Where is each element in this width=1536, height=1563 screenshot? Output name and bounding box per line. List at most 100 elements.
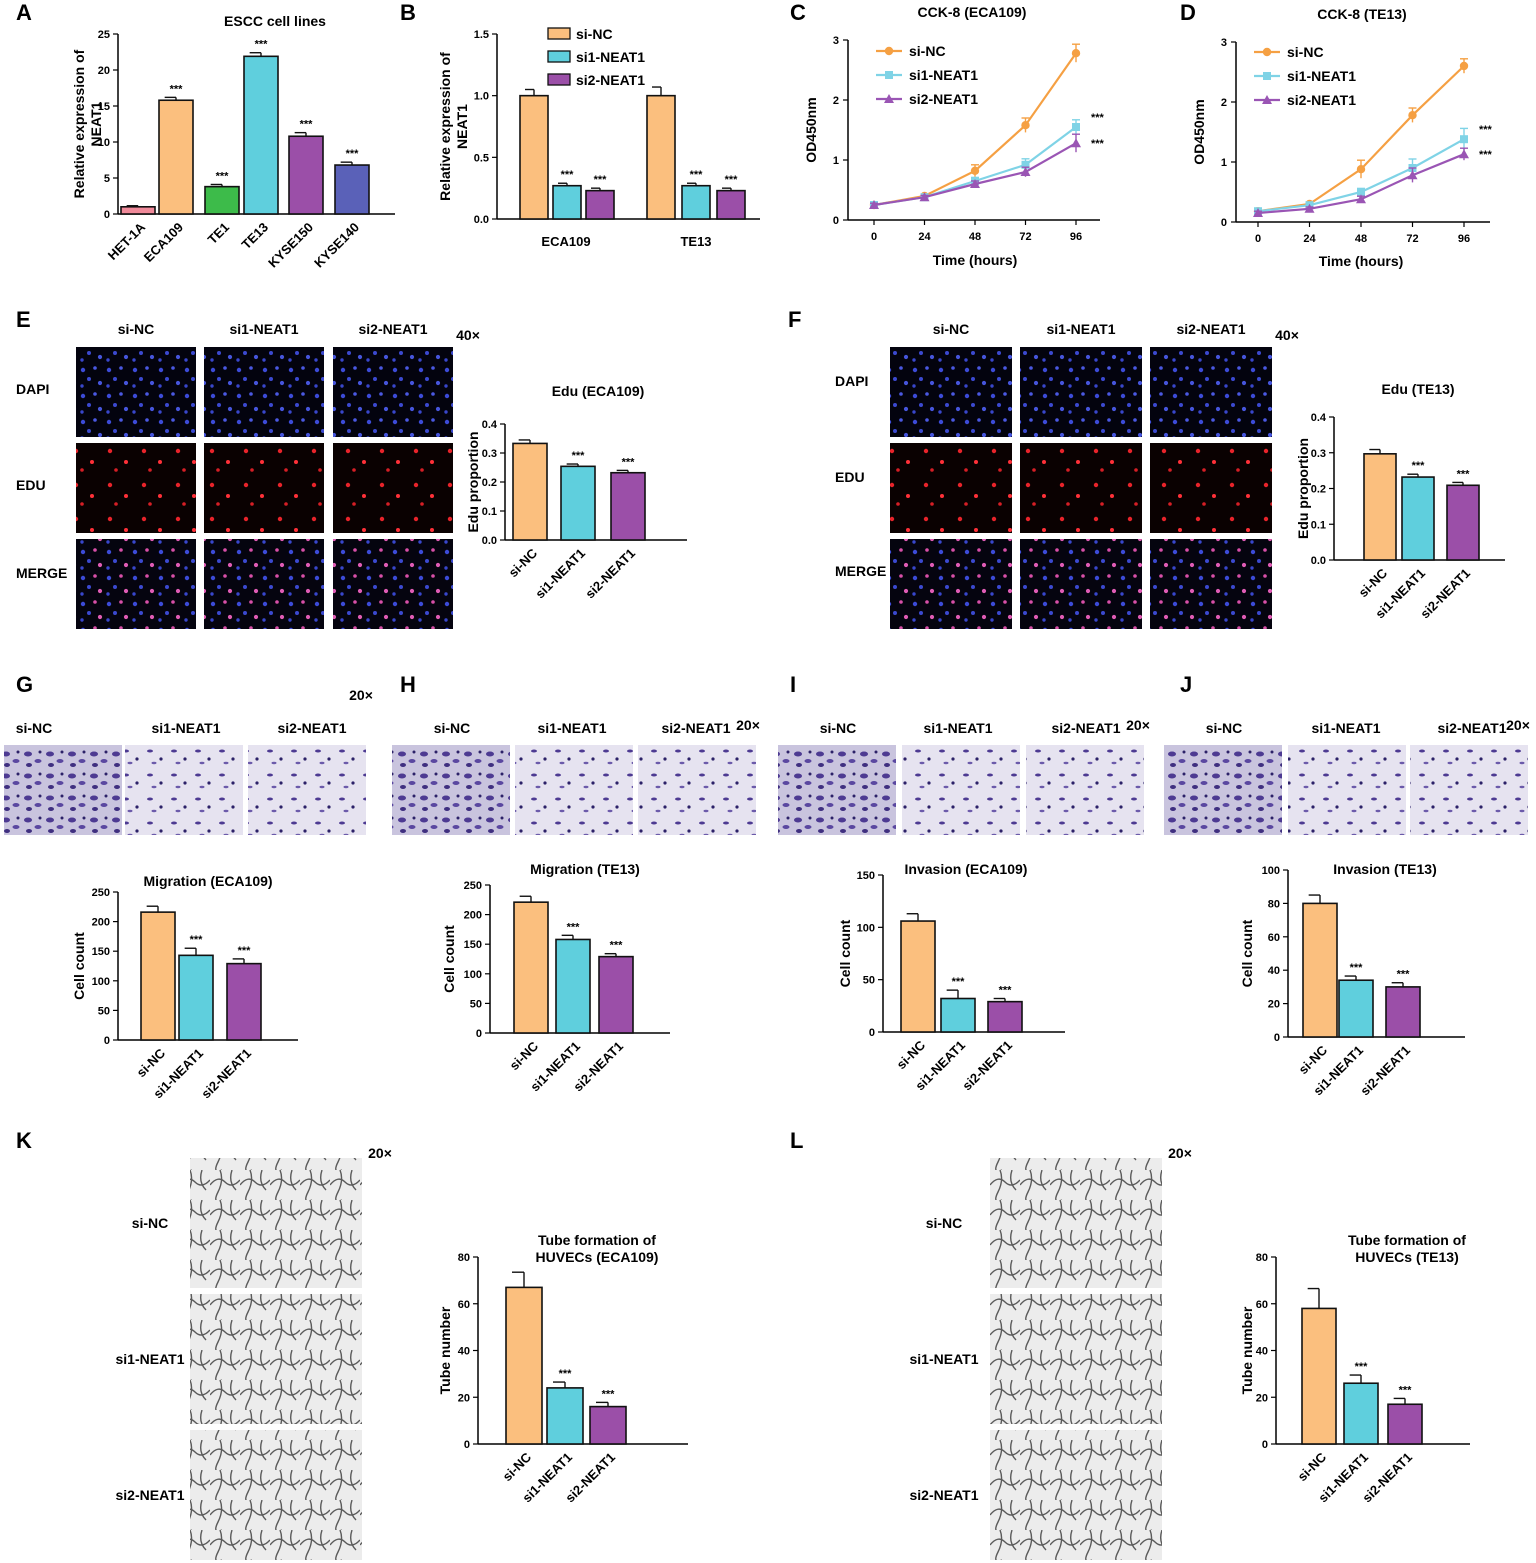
y-tick-label-L: 0 — [1262, 1439, 1268, 1451]
y-tick-label-G: 50 — [98, 1005, 110, 1017]
sig-label-G: *** — [238, 945, 252, 957]
y-tick-label-G: 0 — [104, 1035, 110, 1047]
y-tick-label-I: 50 — [863, 975, 875, 987]
sig-label-F: *** — [1412, 460, 1426, 472]
y-tick-label-D: 0 — [1221, 217, 1227, 229]
x-axis-label-D: Time (hours) — [1319, 253, 1404, 269]
micrograph-L-si2-NEAT1 — [990, 1430, 1162, 1560]
bar-B-TE13-si1-NEAT1 — [681, 184, 711, 220]
y-tick-label-F: 0.4 — [1311, 412, 1327, 424]
x-category-label-A: TE1 — [205, 220, 232, 247]
y-tick-label-C: 1 — [833, 155, 839, 167]
legend-label-B: si1-NEAT1 — [576, 49, 645, 65]
legend-label-D: si1-NEAT1 — [1287, 68, 1356, 84]
y-tick-label-I: 0 — [869, 1027, 875, 1039]
x-tick-label-C: 48 — [969, 231, 981, 243]
chart-title-H: Migration (TE13) — [530, 861, 640, 877]
point-D-si1-NEAT1 — [1460, 135, 1468, 144]
bar-K-si1-NEAT1 — [546, 1387, 584, 1445]
y-tick-label-B: 0.5 — [474, 152, 489, 164]
point-D-si-NC — [1408, 111, 1417, 120]
sig-label-D: *** — [1479, 149, 1493, 161]
legend-marker-C — [884, 94, 894, 103]
y-axis-label-C: OD450nm — [803, 97, 819, 162]
point-D-si2-NEAT1 — [1253, 208, 1263, 217]
row-label-E: MERGE — [16, 565, 67, 581]
point-C-si-NC — [970, 166, 980, 175]
y-tick-label-K: 0 — [464, 1439, 470, 1451]
micrograph-L-si1-NEAT1 — [990, 1294, 1162, 1424]
y-tick-label-H: 50 — [470, 998, 482, 1010]
point-C-si1-NEAT1 — [1072, 123, 1080, 131]
image-header-G: si-NC — [16, 720, 53, 736]
x-category-label-K: si-NC — [500, 1449, 535, 1484]
micrograph-J-si-NC — [1164, 745, 1282, 835]
point-C-si2-NEAT1 — [970, 179, 980, 188]
point-D-si-NC — [1459, 61, 1469, 71]
y-tick-label-H: 100 — [464, 969, 482, 981]
y-axis-label-H: Cell count — [441, 925, 457, 993]
x-category-label-B: ECA109 — [541, 234, 590, 249]
point-C-si2-NEAT1 — [919, 192, 930, 202]
micrograph-E-MERGE-si2-NEAT1 — [333, 539, 453, 629]
micrograph-H-si-NC — [392, 745, 510, 835]
y-tick-label-G: 150 — [92, 946, 110, 958]
y-axis-label-J: Cell count — [1239, 919, 1255, 987]
y-tick-label-E: 0.3 — [482, 448, 497, 460]
y-tick-label-I: 150 — [857, 870, 875, 882]
y-tick-label-E: 0.2 — [482, 477, 497, 489]
y-axis-label-E: Edu proportion — [465, 431, 481, 532]
x-category-label-A: KYSE140 — [311, 220, 362, 271]
bar-I-si1-NEAT1 — [940, 997, 976, 1033]
sig-label-G: *** — [190, 934, 204, 946]
image-header-H: si2-NEAT1 — [662, 720, 731, 736]
point-D-si1-NEAT1 — [1357, 188, 1365, 196]
chart-title-L-line2: HUVECs (TE13) — [1355, 1249, 1458, 1265]
y-tick-label-L: 40 — [1256, 1346, 1268, 1358]
y-tick-label-J: 20 — [1268, 999, 1280, 1011]
bar-K-si-NC — [505, 1286, 543, 1445]
micrograph-K-si-NC — [190, 1158, 362, 1288]
panel-letter-F: F — [788, 307, 801, 332]
image-header-J: si1-NEAT1 — [1312, 720, 1381, 736]
x-category-label-E: si1-NEAT1 — [532, 546, 588, 602]
row-label-F: EDU — [835, 469, 865, 485]
image-header-I: si2-NEAT1 — [1052, 720, 1121, 736]
y-tick-label-G: 250 — [92, 887, 110, 899]
x-tick-label-C: 96 — [1070, 231, 1082, 243]
bar-L-si-NC — [1301, 1307, 1337, 1445]
bar-B-ECA109-si-NC — [519, 94, 549, 220]
y-axis-label-D: OD450nm — [1191, 99, 1207, 164]
y-tick-label-A: 20 — [98, 65, 110, 77]
micrograph-E-MERGE-si1-NEAT1 — [204, 539, 324, 629]
y-tick-label-D: 3 — [1221, 37, 1227, 49]
sig-label-B: *** — [561, 169, 575, 181]
bar-J-si2-NEAT1 — [1385, 986, 1421, 1038]
y-axis-label-I: Cell count — [837, 919, 853, 987]
x-tick-label-D: 48 — [1355, 233, 1367, 245]
legend-swatch-B — [547, 50, 571, 63]
point-D-si2-NEAT1 — [1304, 203, 1315, 213]
y-tick-label-E: 0.1 — [482, 506, 497, 518]
image-header-G: si2-NEAT1 — [278, 720, 347, 736]
legend-label-D: si2-NEAT1 — [1287, 92, 1356, 108]
legend-label-B: si2-NEAT1 — [576, 72, 645, 88]
x-category-label-I: si-NC — [894, 1037, 929, 1072]
micrograph-J-si2-NEAT1 — [1410, 745, 1528, 835]
chart-G: 0 50 100 150 200 250 Migration (ECA109) Cell co… — [71, 873, 298, 1101]
y-tick-label-L: 80 — [1256, 1252, 1268, 1264]
labels-layer: A B C DE FG H I JK Lsi-NC si1-NEAT1 si2-NEAT1 40×DA… — [4, 0, 1530, 1560]
panel-letter-G: G — [16, 672, 33, 697]
y-tick-label-A: 0 — [104, 209, 110, 221]
x-tick-label-C: 72 — [1019, 231, 1031, 243]
micrograph-H-si2-NEAT1 — [638, 745, 756, 835]
image-header-F: si1-NEAT1 — [1047, 321, 1116, 337]
x-category-label-H: si-NC — [507, 1038, 542, 1073]
sig-label-K: *** — [602, 1388, 616, 1400]
y-tick-label-L: 20 — [1256, 1392, 1268, 1404]
panel-letter-E: E — [16, 307, 31, 332]
y-tick-label-D: 1 — [1221, 157, 1227, 169]
chart-E: 0.0 0.1 0.2 0.3 0.4 Edu (ECA109) Edu proportio… — [465, 383, 687, 601]
